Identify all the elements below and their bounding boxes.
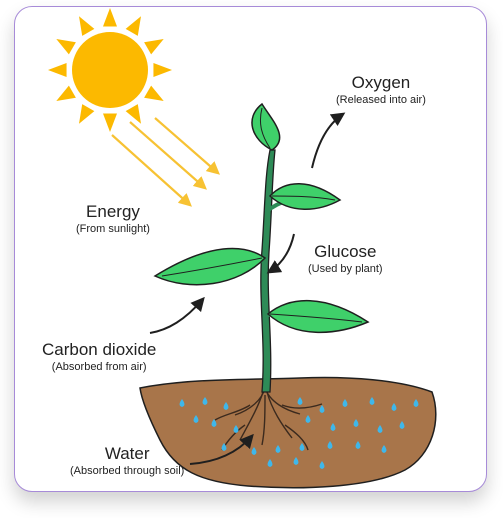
water-drop	[319, 405, 325, 413]
sun-ray	[56, 39, 76, 55]
energy-label: Energy (From sunlight)	[76, 202, 150, 236]
water-drop	[179, 399, 185, 407]
oxygen-label: Oxygen (Released into air)	[336, 73, 426, 107]
glucose-subtitle: (Used by plant)	[308, 263, 383, 275]
sun-ray	[79, 104, 95, 124]
water-drop	[202, 397, 208, 405]
leaf-left	[153, 247, 267, 286]
glucose-title: Glucose	[314, 242, 377, 261]
water-drop	[381, 445, 387, 453]
energy-subtitle: (From sunlight)	[76, 223, 150, 235]
oxygen-subtitle: (Released into air)	[336, 94, 426, 106]
water-title: Water	[104, 444, 150, 463]
sun-ray	[79, 16, 95, 36]
water-drop	[293, 457, 299, 465]
sun-ray	[125, 16, 141, 36]
carbon-dioxide-label: Carbon dioxide (Absorbed from air)	[42, 340, 156, 374]
water-drop	[193, 415, 199, 423]
water-arrow	[189, 433, 254, 465]
water-drop	[342, 399, 348, 407]
process-arrows	[149, 112, 346, 465]
water-drop	[211, 419, 217, 427]
carbon-dioxide-subtitle: (Absorbed from air)	[51, 361, 147, 373]
sun-ray	[102, 8, 118, 27]
plant-stem	[260, 149, 276, 393]
water-drop	[267, 459, 273, 467]
energy-title: Energy	[86, 202, 140, 221]
glucose-arrow	[266, 233, 295, 274]
water-drop	[353, 419, 359, 427]
leaf-top	[251, 102, 281, 151]
water-subtitle: (Absorbed through soil)	[70, 465, 185, 477]
water-drop	[369, 397, 375, 405]
sun-ray	[144, 39, 164, 55]
water-drop	[319, 461, 325, 469]
sun-icon	[48, 8, 172, 132]
sun-ray	[48, 62, 67, 78]
sun-ray	[125, 104, 141, 124]
water-drop	[377, 425, 383, 433]
water-drop	[297, 397, 303, 405]
leaf-lower-right	[266, 299, 370, 334]
water-drop	[233, 425, 239, 433]
oxygen-title: Oxygen	[351, 73, 411, 92]
water-drop	[391, 403, 397, 411]
leaf-veins	[161, 107, 363, 323]
glucose-label: Glucose (Used by plant)	[308, 242, 383, 276]
water-drop	[305, 415, 311, 423]
water-drop	[275, 445, 281, 453]
water-drop	[399, 421, 405, 429]
water-drop	[355, 441, 361, 449]
water-drop	[330, 423, 336, 431]
water-drops	[179, 397, 419, 469]
water-drop	[413, 399, 419, 407]
water-drop	[327, 441, 333, 449]
water-drop	[299, 443, 305, 451]
water-label: Water (Absorbed through soil)	[70, 444, 184, 478]
sun-ray	[102, 113, 118, 132]
plant-leaves	[153, 102, 370, 334]
sunlight-rays	[111, 117, 220, 207]
water-drop	[221, 443, 227, 451]
water-drop	[223, 402, 229, 410]
carbon-dioxide-title: Carbon dioxide	[42, 340, 157, 359]
carbon-dioxide-arrow	[149, 296, 205, 334]
sun-ray	[56, 85, 76, 101]
oxygen-arrow	[311, 112, 346, 169]
sun-ray	[153, 62, 172, 78]
sun-ray	[144, 85, 164, 101]
